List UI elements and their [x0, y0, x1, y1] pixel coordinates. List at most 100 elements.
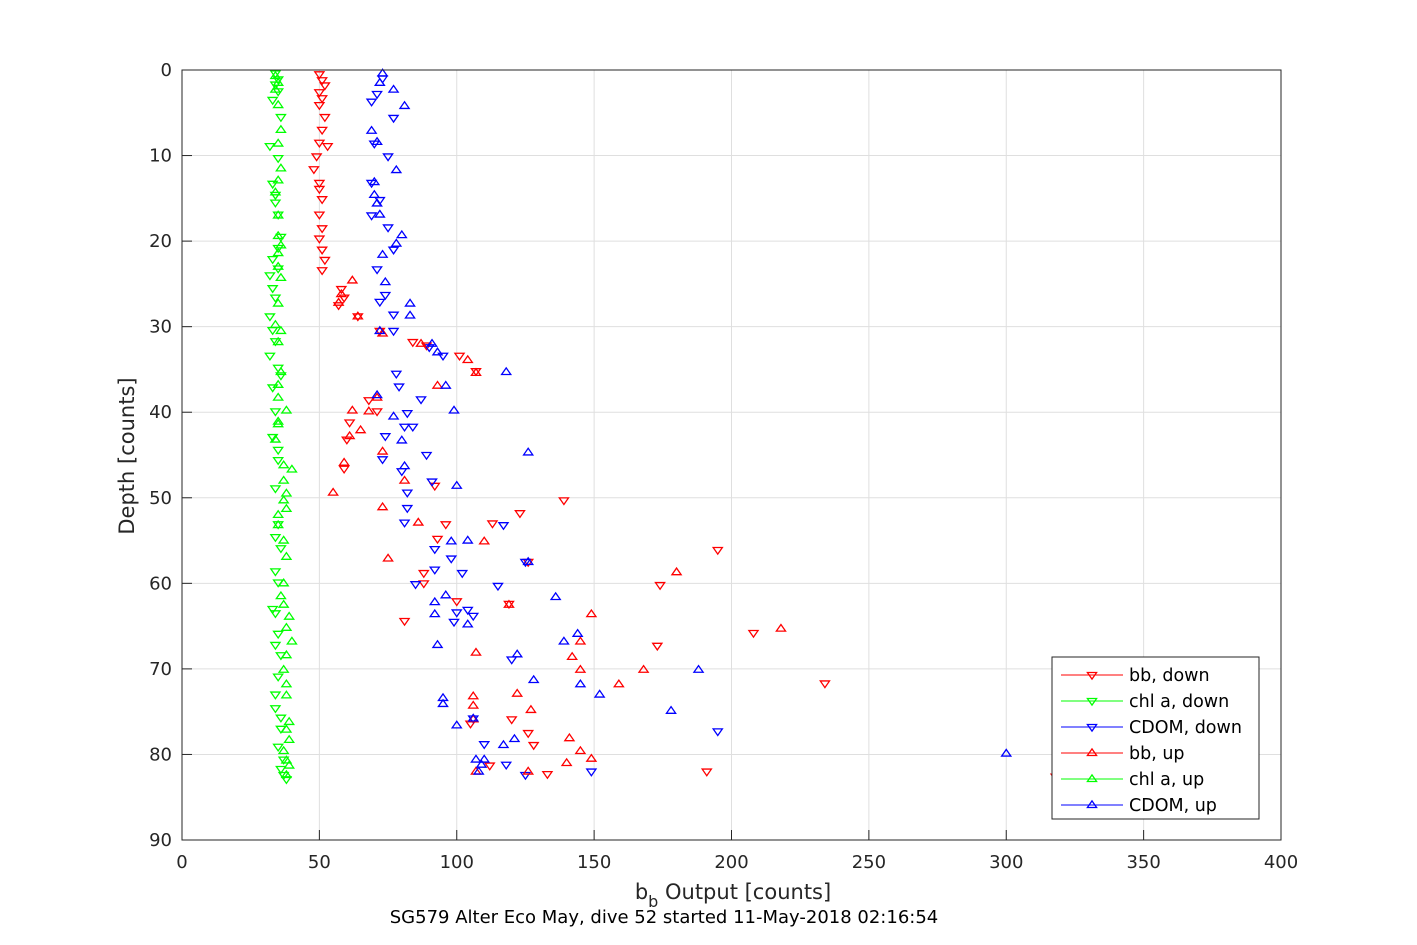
data-point — [368, 189, 381, 199]
x-tick-label: 400 — [1264, 852, 1298, 873]
data-point — [373, 327, 386, 337]
data-point — [398, 423, 411, 433]
data-point — [373, 298, 386, 308]
data-point — [275, 124, 287, 134]
data-point — [415, 396, 427, 405]
data-point — [390, 238, 403, 247]
data-point — [269, 199, 282, 208]
data-point — [585, 753, 598, 762]
data-point — [382, 224, 394, 233]
data-point — [272, 77, 285, 86]
data-point — [692, 664, 705, 673]
legend-label: bb, down — [1129, 666, 1210, 686]
x-tick-label: 50 — [308, 852, 331, 873]
data-point — [651, 642, 664, 652]
data-point — [272, 210, 285, 219]
data-point — [310, 153, 323, 162]
legend-entry: CDOM, down — [1061, 718, 1242, 738]
data-point — [269, 691, 282, 700]
x-axis-label-rest: Output [counts] — [658, 880, 831, 904]
data-point — [450, 480, 463, 489]
legend-entry: chl a, up — [1061, 770, 1204, 790]
legend-marker — [1086, 773, 1098, 783]
data-point — [448, 405, 460, 414]
data-point — [319, 82, 331, 91]
data-point — [280, 724, 293, 733]
data-point — [272, 673, 285, 682]
data-point — [313, 185, 326, 195]
data-point — [313, 139, 326, 149]
data-point — [264, 143, 276, 152]
data-point — [269, 568, 282, 577]
data-point — [390, 370, 403, 380]
data-point — [478, 536, 491, 545]
legend-entry: bb, down — [1061, 666, 1210, 686]
data-point — [700, 768, 713, 777]
data-point — [522, 447, 535, 456]
legend-marker — [1086, 747, 1098, 757]
data-point — [283, 760, 295, 769]
data-point — [280, 776, 293, 785]
y-tick-label: 20 — [149, 231, 172, 252]
legend-label: CDOM, down — [1129, 718, 1242, 738]
data-point — [461, 606, 474, 616]
data-point — [280, 769, 293, 779]
data-point — [461, 619, 474, 628]
x-tick-label: 250 — [852, 852, 886, 873]
data-point — [346, 405, 359, 414]
data-point — [428, 566, 441, 575]
data-point — [277, 664, 290, 673]
data-point — [272, 247, 285, 257]
data-point — [327, 487, 339, 496]
data-point — [269, 187, 282, 196]
data-point — [475, 759, 488, 768]
data-point — [283, 716, 295, 726]
data-point — [558, 636, 570, 645]
data-point — [365, 98, 378, 107]
data-point — [316, 196, 328, 205]
data-point — [445, 536, 458, 545]
data-point — [525, 704, 537, 714]
x-tick-label: 300 — [989, 852, 1023, 873]
data-point — [387, 411, 400, 420]
data-point — [439, 521, 452, 530]
data-point — [275, 765, 287, 775]
data-point — [283, 611, 295, 620]
x-tick-label: 100 — [440, 852, 474, 873]
data-point — [404, 298, 416, 307]
data-point — [275, 714, 287, 723]
data-point — [382, 153, 394, 162]
data-point — [574, 664, 587, 673]
data-point — [549, 591, 562, 601]
data-point — [277, 495, 290, 504]
x-tick-label: 350 — [1126, 852, 1160, 873]
data-point — [319, 256, 331, 266]
data-point — [269, 319, 282, 329]
data-point — [313, 71, 326, 80]
data-point — [395, 435, 408, 444]
data-point — [321, 143, 334, 152]
data-point — [332, 297, 345, 306]
data-point — [280, 679, 293, 688]
data-point — [467, 690, 480, 700]
data-point — [272, 379, 285, 388]
data-point — [275, 545, 287, 554]
data-point — [406, 423, 419, 433]
data-point — [275, 240, 287, 249]
data-point — [264, 272, 276, 281]
data-point — [313, 89, 326, 98]
data-point — [269, 191, 282, 201]
data-point — [470, 754, 482, 763]
data-point — [316, 267, 328, 276]
data-point — [527, 674, 540, 684]
data-point — [269, 338, 282, 347]
data-point — [439, 590, 452, 599]
data-point — [376, 446, 389, 455]
data-point — [387, 327, 400, 337]
legend-label: bb, up — [1129, 744, 1185, 764]
legend: bb, down chl a, down CDOM, down bb, up chl a… — [1051, 656, 1260, 820]
data-point — [272, 416, 285, 425]
data-point — [450, 609, 463, 618]
legend-box — [1051, 656, 1260, 820]
data-point — [456, 569, 469, 579]
